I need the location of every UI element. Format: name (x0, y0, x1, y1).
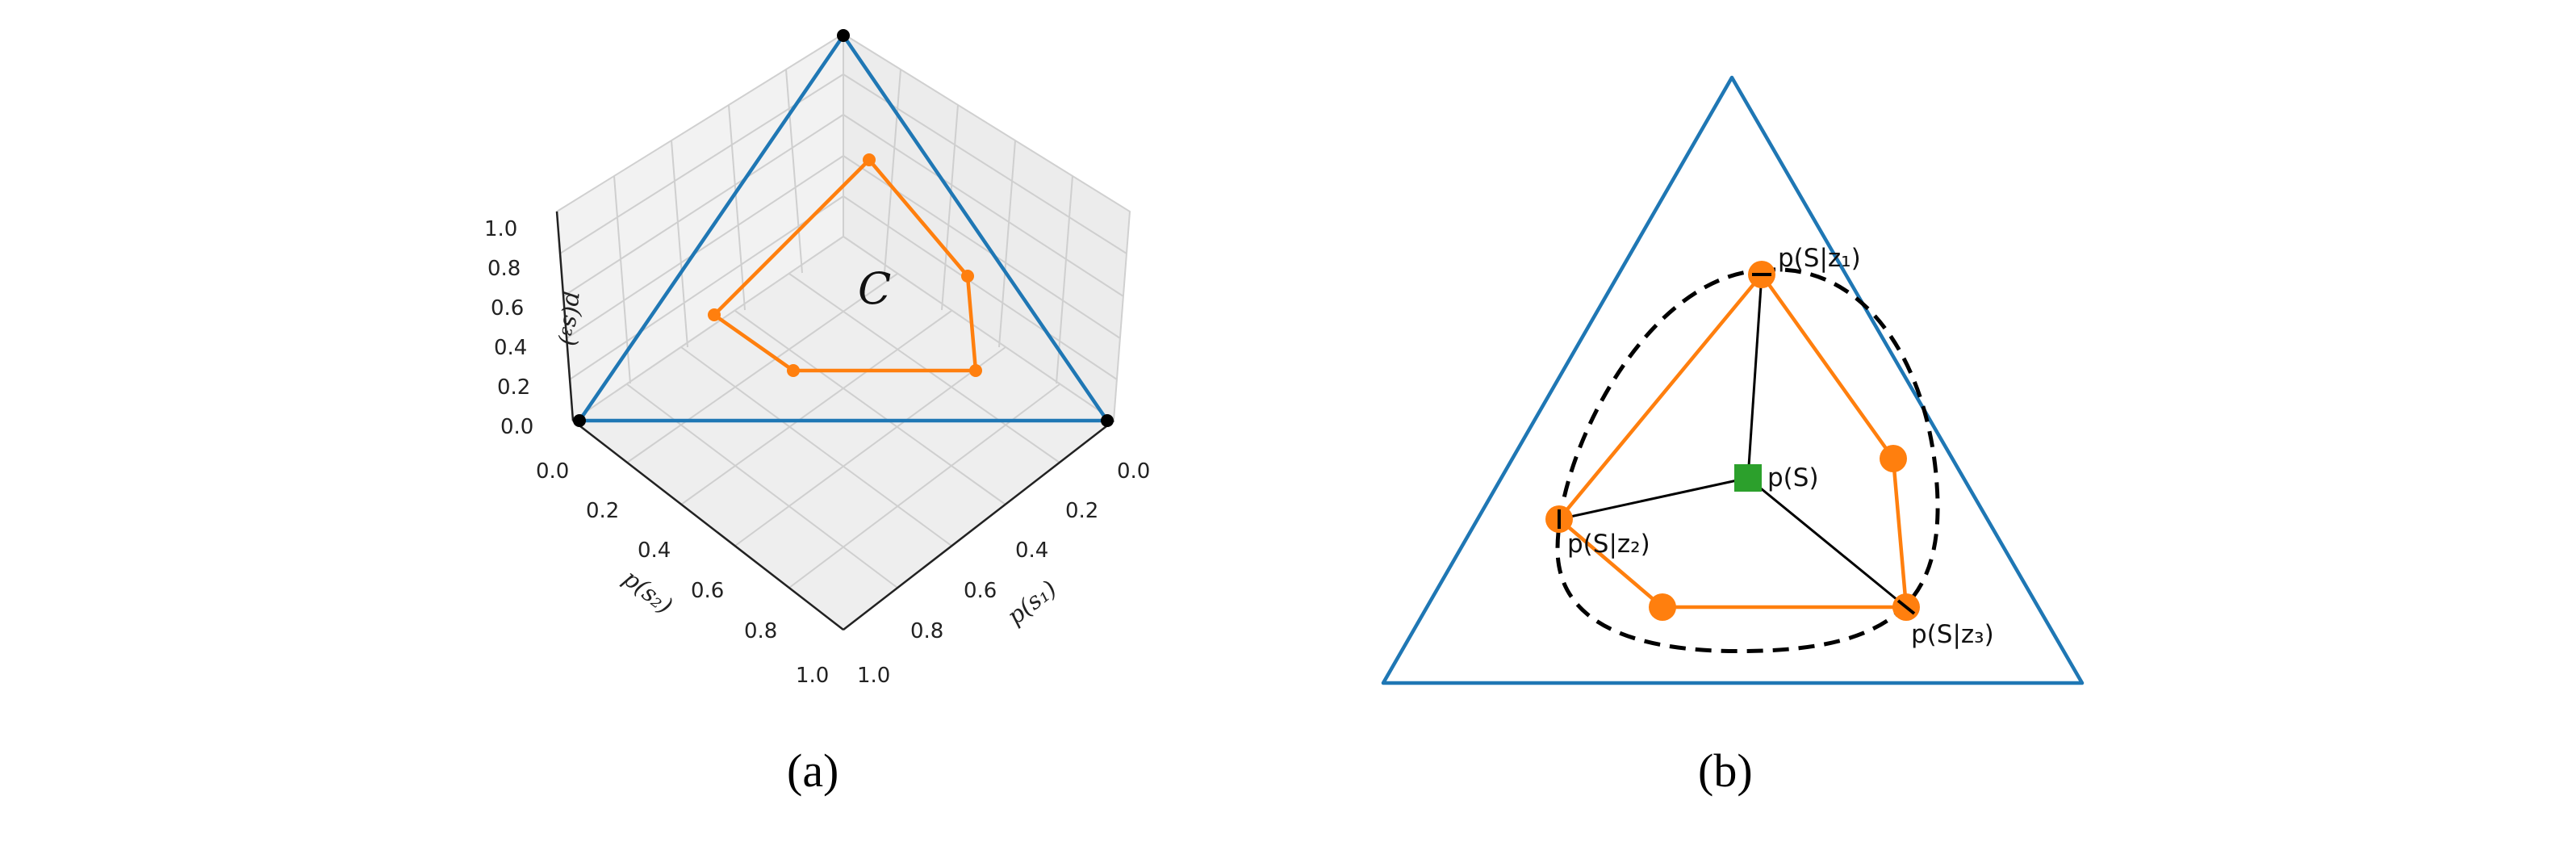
p3-tick-label: 1.0 (484, 217, 517, 241)
simplex-triangle (1381, 75, 2085, 685)
p1-tick-label: 1.0 (857, 664, 890, 688)
connector-z3 (1747, 476, 1907, 609)
p2-tick-label: 0.4 (638, 538, 671, 563)
z1-label: p(S|z₁) (1778, 244, 1861, 273)
prior-marker (1734, 464, 1762, 492)
simplex-vertex (573, 414, 586, 427)
polytope-vertex (787, 364, 800, 377)
connector-z2 (1558, 476, 1749, 521)
p2-ticks: 0.0 0.2 0.4 0.6 0.8 1.0 (536, 459, 829, 688)
p2-tick-label: 0.0 (536, 459, 569, 484)
p3-tick-label: 0.0 (500, 415, 533, 439)
panel-b: p(S) p(S|z₁) p(S|z₂) p(S|z₃) (b) (1381, 75, 2085, 797)
p3-tick-label: 0.4 (494, 336, 527, 360)
p2-tick-label: 0.6 (691, 579, 724, 603)
polytope-vertex (969, 364, 982, 377)
p1-axis-label: p(s₁) (1002, 575, 1061, 630)
polytope-vertex (1649, 593, 1676, 621)
credal-polytope (1557, 272, 1909, 610)
p1-tick-label: 0.4 (1015, 538, 1048, 563)
p3-ticks: 1.0 0.8 0.6 0.4 0.2 0.0 (484, 217, 533, 439)
polytope-vertex (961, 270, 974, 283)
p2-axis-label: p(s₂) (618, 564, 678, 619)
p3-tick-label: 0.6 (491, 296, 524, 321)
p1-tick-label: 0.8 (910, 619, 943, 643)
polytope-vertex (1880, 445, 1907, 472)
polytope-vertices (708, 153, 982, 377)
p2-tick-label: 0.8 (744, 619, 777, 643)
p3-tick-label: 0.2 (497, 375, 530, 400)
p3-axis-label: p(s₃) (555, 290, 589, 347)
connector-z1 (1746, 274, 1763, 479)
simplex-vertex (837, 29, 850, 42)
p1-axis-line (843, 420, 1114, 631)
set-label: C (858, 263, 891, 314)
p3-axis-line (555, 211, 575, 421)
p1-tick-label: 0.2 (1065, 499, 1098, 523)
caption-b: (b) (1698, 744, 1753, 797)
connectors (1558, 274, 1907, 609)
simplex-triangle (577, 33, 1110, 423)
p2-axis-line (572, 420, 844, 631)
p2-tick-label: 0.2 (586, 499, 619, 523)
caption-a: (a) (787, 744, 838, 797)
polytope-vertex (863, 153, 876, 166)
dashed-boundary (1555, 267, 1940, 654)
p1-tick-label: 0.6 (964, 579, 997, 603)
panel-a: 1.0 0.8 0.6 0.4 0.2 0.0 p(s₃) 0.0 0.2 0.… (484, 29, 1150, 797)
polytope-vertex (708, 308, 721, 321)
p1-tick-label: 0.0 (1117, 459, 1150, 484)
vertex-marker (1896, 599, 1916, 615)
polytope-vertices (1545, 261, 1920, 621)
p3-tick-label: 0.8 (487, 257, 521, 281)
p2-tick-label: 1.0 (796, 664, 829, 688)
z2-label: p(S|z₂) (1567, 530, 1650, 559)
credal-polytope (712, 157, 978, 373)
z3-label: p(S|z₃) (1911, 620, 1994, 649)
p1-ticks: 0.0 0.2 0.4 0.6 0.8 1.0 (857, 459, 1150, 688)
simplex-vertex (1101, 414, 1114, 427)
prior-label: p(S) (1767, 463, 1819, 492)
